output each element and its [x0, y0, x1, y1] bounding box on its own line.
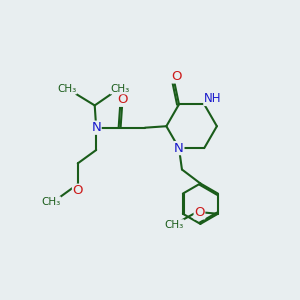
Text: N: N [91, 121, 101, 134]
Text: CH₃: CH₃ [41, 197, 61, 207]
Text: CH₃: CH₃ [110, 84, 130, 94]
Text: NH: NH [204, 92, 221, 106]
Text: CH₃: CH₃ [165, 220, 184, 230]
Text: O: O [194, 206, 205, 219]
Text: O: O [117, 93, 127, 106]
Text: O: O [171, 70, 182, 83]
Text: CH₃: CH₃ [57, 84, 76, 94]
Text: O: O [73, 184, 83, 197]
Text: N: N [174, 142, 184, 154]
